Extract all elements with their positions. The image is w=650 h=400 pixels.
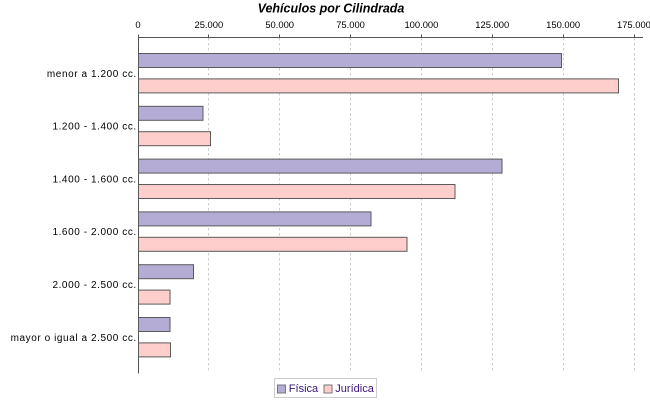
svg-text:50.000: 50.000 — [265, 19, 294, 30]
svg-text:Vehículos por Cilindrada: Vehículos por Cilindrada — [258, 2, 405, 16]
svg-text:175.000: 175.000 — [617, 19, 650, 30]
svg-text:mayor o igual a 2.500 cc.: mayor o igual a 2.500 cc. — [11, 333, 137, 344]
svg-text:menor a 1.200 cc.: menor a 1.200 cc. — [47, 69, 137, 80]
svg-text:1.600 - 2.000 cc.: 1.600 - 2.000 cc. — [52, 227, 136, 238]
svg-text:Física: Física — [289, 383, 319, 395]
svg-text:75.000: 75.000 — [336, 19, 365, 30]
svg-text:Jurídica: Jurídica — [335, 383, 374, 395]
svg-text:0: 0 — [135, 19, 140, 30]
svg-text:1.200 - 1.400 cc.: 1.200 - 1.400 cc. — [52, 122, 136, 133]
svg-text:100.000: 100.000 — [404, 19, 438, 30]
svg-text:125.000: 125.000 — [475, 19, 509, 30]
svg-text:2.000 - 2.500 cc.: 2.000 - 2.500 cc. — [52, 280, 136, 291]
svg-text:150.000: 150.000 — [546, 19, 580, 30]
svg-text:25.000: 25.000 — [195, 19, 224, 30]
svg-text:1.400 - 1.600 cc.: 1.400 - 1.600 cc. — [52, 174, 136, 185]
